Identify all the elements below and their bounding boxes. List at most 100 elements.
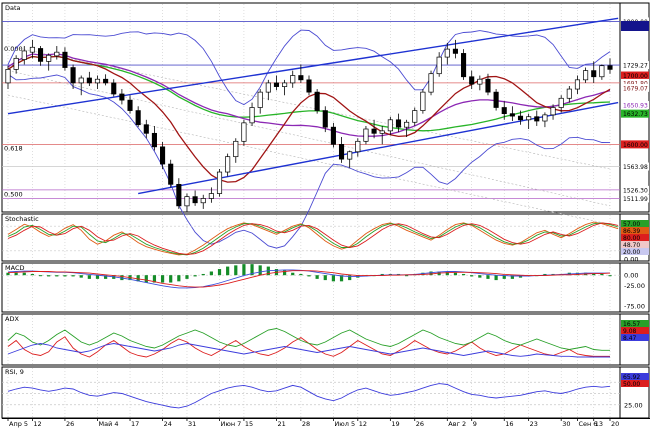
macd-histogram-bar (160, 275, 165, 283)
macd-histogram-bar (470, 275, 474, 277)
candle-body (355, 140, 361, 153)
candle-body (208, 193, 214, 199)
candle-body (306, 79, 312, 93)
candle-body (192, 196, 198, 204)
candle-body (338, 144, 345, 160)
candle-body (37, 48, 44, 62)
macd-histogram-bar (30, 273, 35, 276)
candle-body (599, 65, 605, 78)
price-tag-box (621, 101, 649, 110)
stochastic-value-tag-box (621, 220, 649, 227)
macd-histogram-bar (592, 273, 596, 276)
macd-histogram-bar (429, 271, 433, 276)
x-axis-label: 24 (164, 420, 172, 428)
rsi-value-tag: 50.00 (623, 381, 640, 388)
adx-series-line (7, 328, 610, 351)
macd-histogram-bar (79, 275, 83, 278)
adx-panel-title: ADX (5, 315, 19, 323)
macd-histogram-bar (282, 270, 287, 276)
price-tag-box (621, 71, 649, 80)
stochastic-value-tag-box (621, 248, 649, 255)
stochastic-value-tag-box (621, 241, 649, 248)
macd-histogram-bar (136, 275, 140, 282)
macd-histogram-bar (209, 271, 213, 276)
stochastic-value-tag: 80.00 (623, 235, 640, 242)
candle-body (216, 171, 223, 194)
price-tag-box (621, 61, 649, 70)
candle-body (444, 48, 450, 58)
candle-body (420, 91, 426, 111)
candle-body (558, 97, 564, 108)
price-tag-box (621, 140, 649, 149)
panel-price[interactable] (1, 2, 621, 213)
adx-value-tag-box (621, 327, 649, 334)
candle-body (591, 70, 597, 78)
price-scale-macd[interactable] (619, 262, 650, 313)
x-axis-label: Апр 5 (9, 420, 28, 428)
macd-histogram-bar (258, 265, 262, 276)
candle-body (347, 151, 353, 160)
price-tag-box (621, 109, 649, 118)
candle-body (94, 78, 101, 84)
candle-body (168, 163, 174, 185)
candle-body (62, 51, 68, 68)
moving-average-mid-line (7, 53, 611, 137)
macd-histogram-bar (152, 275, 157, 283)
candle-body (412, 110, 418, 123)
candle-body (160, 146, 166, 165)
x-axis-label: 28 (302, 420, 310, 428)
fib-label: 0.618 (4, 145, 23, 153)
rsi-tick-label: 25.00 (624, 401, 643, 409)
candle-body (477, 78, 483, 85)
stochastic-value-tag: 20.00 (623, 249, 640, 256)
price-tag: 1526.30 (623, 187, 648, 194)
fib-label: 0.500 (4, 191, 23, 199)
candle-body (184, 196, 190, 207)
macd-histogram-bar (478, 275, 482, 278)
candle-body (151, 132, 157, 148)
candle-body (404, 121, 410, 128)
candle-body (534, 116, 540, 122)
macd-histogram-bar (95, 275, 100, 279)
x-axis-label: 20 (611, 420, 619, 428)
candle-body (119, 93, 125, 101)
candle-body (127, 99, 133, 111)
macd-histogram-bar (315, 275, 319, 279)
price-tag-box (621, 78, 649, 87)
candle-body (395, 119, 402, 128)
macd-histogram-bar (380, 273, 384, 276)
macd-histogram-bar (331, 275, 336, 282)
fibonacci-fan-line (7, 70, 611, 207)
candle-body (13, 57, 19, 70)
price-tag-box (621, 194, 649, 203)
price-tag-box (621, 83, 649, 92)
macd-histogram-bar (193, 275, 197, 277)
candle-body (583, 70, 589, 81)
x-axis-label: Авг 2 (448, 420, 466, 428)
x-axis-label: 23 (530, 420, 538, 428)
candle-body (103, 78, 109, 84)
candle-body (566, 88, 572, 99)
candle-body (225, 156, 231, 173)
candle-body (501, 107, 507, 114)
macd-tick-label: -25.00 (624, 282, 645, 290)
candle-body (135, 110, 141, 126)
macd-histogram-bar (299, 273, 303, 276)
macd-histogram-bar (250, 264, 254, 276)
candle-body (200, 198, 206, 204)
candle-body (290, 75, 296, 84)
price-tag: 1632.73 (623, 111, 648, 118)
macd-histogram-bar (144, 275, 148, 283)
macd-histogram-bar (55, 275, 59, 277)
macd-tick-label: -75.00 (624, 302, 645, 310)
panel-adx[interactable] (1, 313, 621, 366)
panel-stochastic[interactable] (1, 213, 621, 262)
price-tag: 1600.00 (623, 142, 648, 149)
rsi-value-tag-box (621, 373, 649, 380)
x-axis-label: 26 (66, 420, 74, 428)
macd-histogram-bar (461, 273, 466, 276)
macd-histogram-bar (323, 275, 327, 281)
trend-channel-upper-line[interactable] (7, 17, 619, 115)
candle-body (379, 130, 385, 134)
